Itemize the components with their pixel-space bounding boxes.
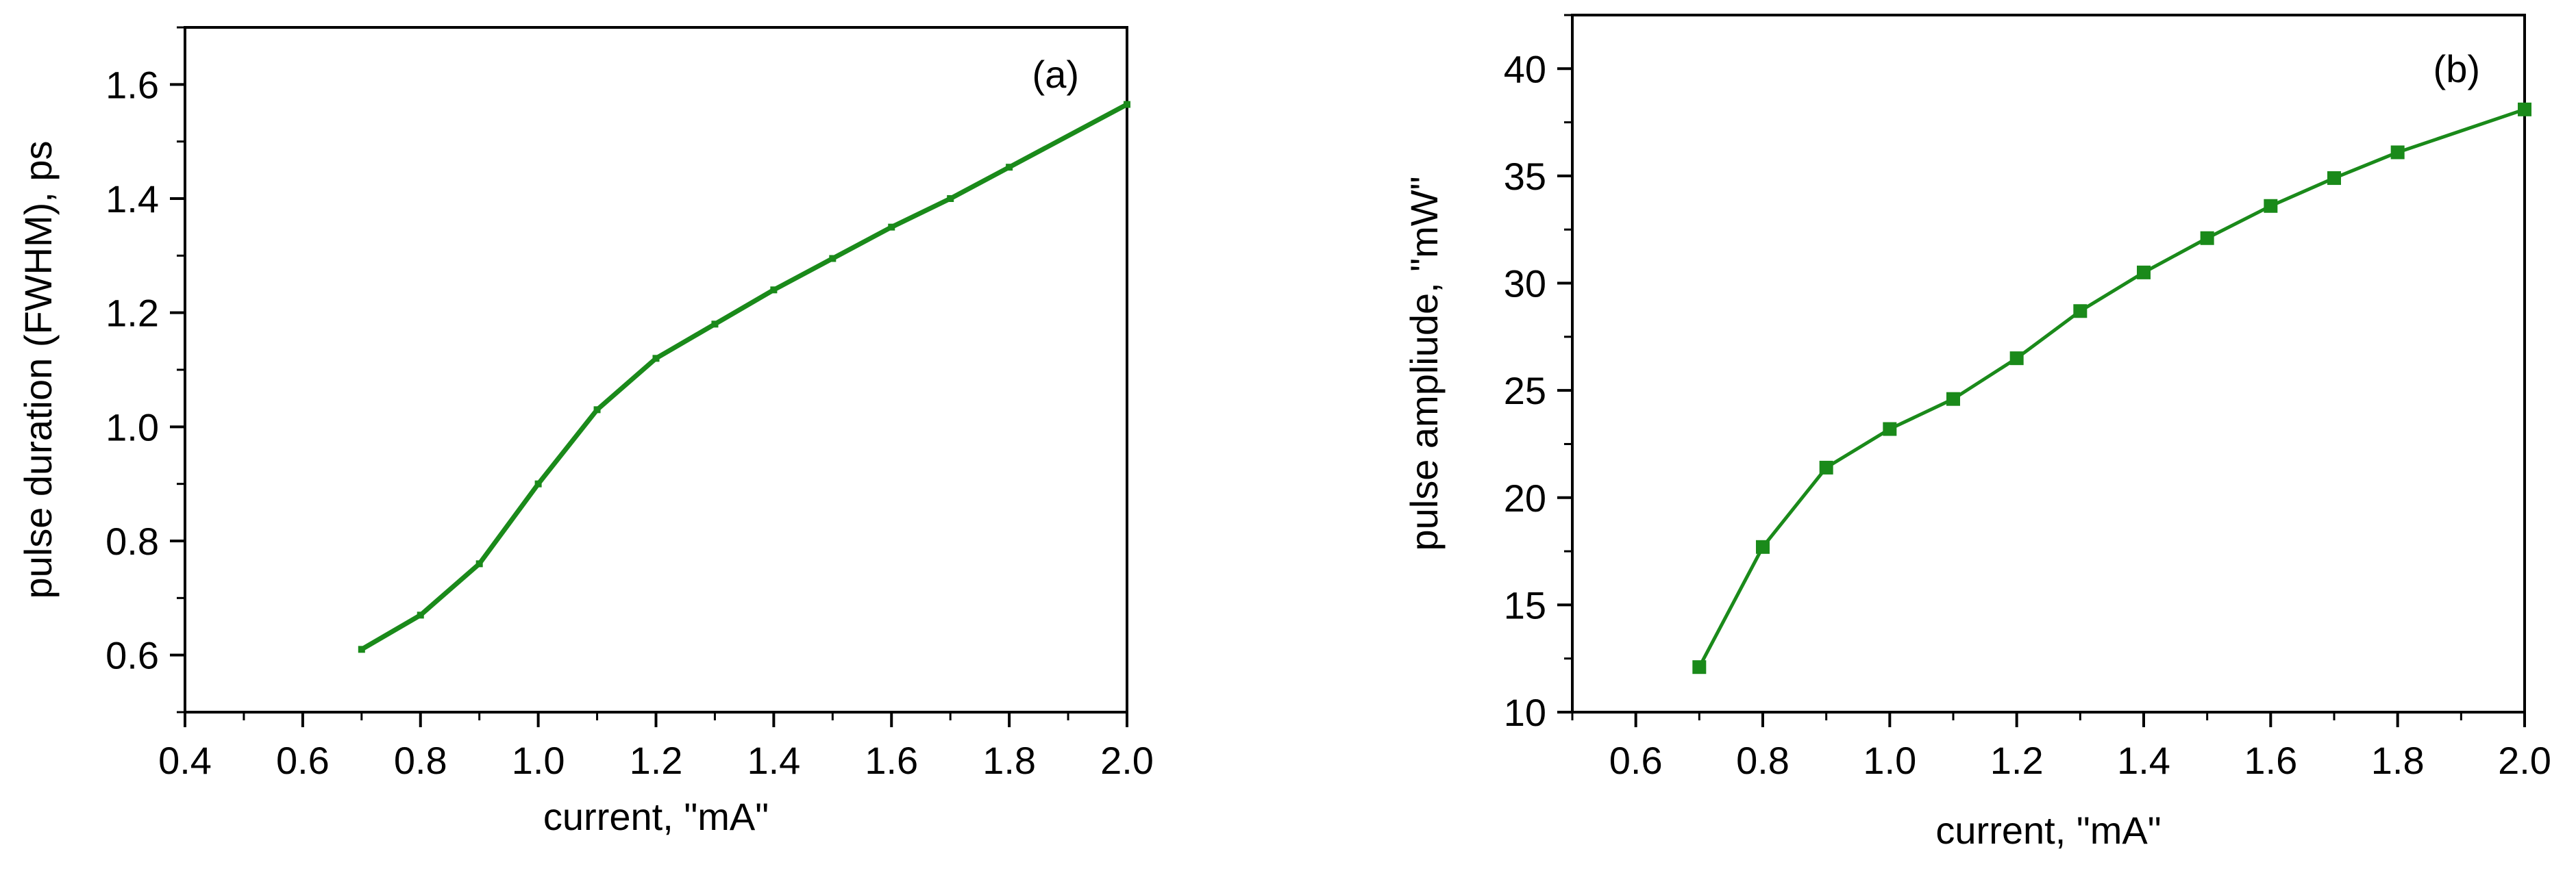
panel-a-x-tick-label: 1.6	[865, 739, 918, 782]
panel-a-label: (a)	[1032, 53, 1079, 96]
panel-b-plot-frame	[1571, 14, 2526, 714]
panel-a-data-point	[652, 355, 660, 362]
panel-b-y-axis-title: pulse ampliude, "mW"	[1402, 176, 1446, 551]
panel-a-data-point	[888, 223, 895, 231]
panel-a-x-tick-label: 1.8	[982, 739, 1036, 782]
panel-a-data-point	[417, 611, 424, 619]
panel-b-y-tick-label: 40	[1504, 47, 1546, 90]
panel-a-x-tick-label: 1.0	[512, 739, 565, 782]
panel-a-y-tick-label: 1.0	[106, 405, 159, 449]
panel-b-y-tick-label: 25	[1504, 369, 1546, 412]
panel-a-data-point	[593, 406, 601, 414]
panel-a-data-point	[770, 286, 778, 294]
panel-b-x-tick-label: 1.8	[2371, 739, 2425, 782]
panel-a-data-point	[358, 646, 365, 653]
panel-b-x-tick-label: 0.8	[1736, 739, 1789, 782]
panel-b-data-point	[2200, 231, 2214, 245]
panel-a-x-tick-label: 0.6	[276, 739, 330, 782]
panel-b-y-tick-label: 15	[1504, 583, 1546, 627]
panel-b-data-point	[1883, 422, 1897, 436]
panel-b-x-tick-label: 1.2	[1990, 739, 2044, 782]
panel-b-y-tick-label: 10	[1504, 691, 1546, 734]
panel-b-data-point	[2264, 199, 2278, 213]
panel-b-data-point	[1692, 660, 1707, 674]
panel-a-x-tick-label: 2.0	[1100, 739, 1154, 782]
chart-panel-a: 0.4 0.6 0.8 1.0 1.2 1.4 1.6 1.8 2.0 0.6 0.8 1.0 1.2 1…	[16, 26, 1154, 838]
panel-b-y-tick-label: 30	[1504, 262, 1546, 305]
panel-b-data-point	[1946, 392, 1960, 406]
panel-a-x-tick-label: 0.4	[158, 739, 212, 782]
panel-b-x-tick-label: 1.6	[2244, 739, 2297, 782]
panel-b-x-tick-label: 1.0	[1863, 739, 1916, 782]
panel-b-data-point	[2390, 145, 2405, 160]
panel-a-y-tick-label: 0.8	[106, 520, 159, 563]
panel-b-y-tick-label: 35	[1504, 155, 1546, 198]
panel-b-data-point	[2327, 171, 2341, 186]
panel-a-y-tick-label: 1.6	[106, 63, 159, 106]
chart-panel-b: 0.6 0.8 1.0 1.2 1.4 1.6 1.8 2.0 10 15 20 25 30 35 40 cu…	[1402, 14, 2551, 852]
panel-a-plot-frame	[184, 26, 1128, 714]
panel-b-x-tick-label: 1.4	[2117, 739, 2170, 782]
panel-b-data-point	[1819, 460, 1833, 475]
panel-a-data-point	[534, 480, 542, 488]
panel-b-data-point	[2137, 265, 2151, 279]
panel-b-data-point	[2009, 351, 2024, 366]
panel-a-data-point	[1006, 164, 1013, 171]
panel-b-x-tick-label: 0.6	[1609, 739, 1663, 782]
panel-a-data-point	[711, 320, 719, 328]
panel-a-data-point	[829, 255, 837, 262]
panel-a-data-point	[1124, 101, 1130, 108]
panel-a-x-tick-label: 1.2	[630, 739, 683, 782]
panel-a-y-tick-label: 1.4	[106, 177, 159, 220]
panel-a-data-point	[475, 560, 483, 568]
panel-a-y-axis-title: pulse duration (FWHM), ps	[16, 140, 60, 598]
panel-a-series-line	[360, 102, 1128, 652]
panel-b-x-tick-label: 2.0	[2498, 739, 2551, 782]
panel-a-x-tick-label: 1.4	[747, 739, 800, 782]
panel-b-series-line	[1698, 108, 2525, 668]
panel-b-x-axis-title: current, "mA"	[1935, 809, 2161, 852]
panel-a-data-point	[947, 195, 954, 202]
panel-a-x-axis-title: current, "mA"	[543, 795, 769, 838]
panel-a-y-tick-label: 0.6	[106, 634, 159, 677]
panel-b-y-tick-label: 20	[1504, 477, 1546, 520]
panel-a-y-tick-label: 1.2	[106, 292, 159, 335]
panel-b-label: (b)	[2433, 47, 2480, 90]
panel-b-data-point	[1756, 540, 1770, 554]
panel-b-data-point	[2073, 304, 2088, 318]
panel-b-data-point	[2518, 102, 2531, 116]
panel-a-x-tick-label: 0.8	[394, 739, 447, 782]
